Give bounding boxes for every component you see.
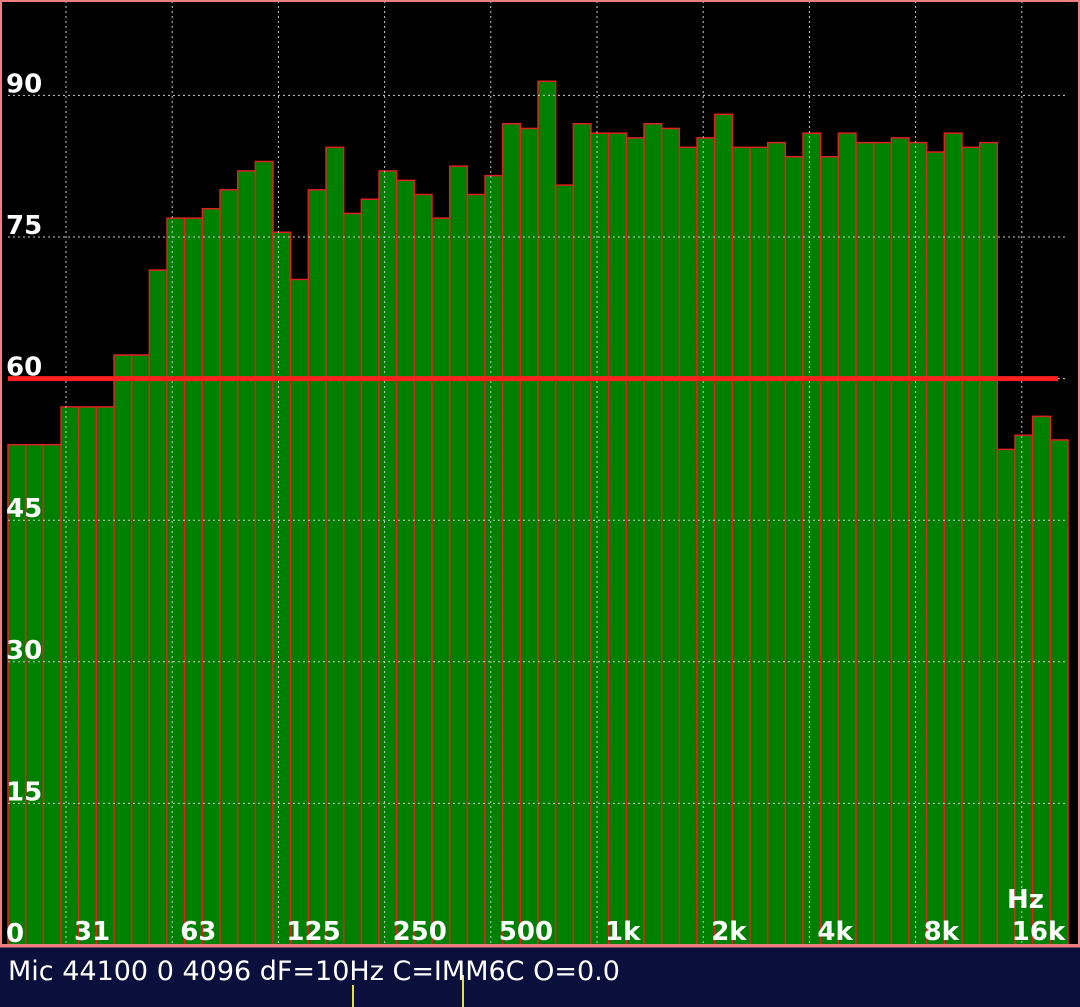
bar	[837, 132, 857, 946]
bar	[113, 354, 133, 946]
bar	[1049, 439, 1069, 946]
bar	[166, 217, 186, 946]
bar	[484, 174, 504, 946]
bar	[219, 189, 239, 946]
x-tick-label: 16k	[1012, 917, 1066, 947]
x-unit-label: Hz	[1007, 885, 1044, 915]
bar	[607, 132, 628, 946]
bar	[537, 80, 557, 946]
bar	[272, 231, 292, 946]
bar	[890, 137, 910, 946]
bar	[766, 141, 787, 946]
bar	[678, 146, 698, 946]
status-bar	[0, 946, 1080, 1007]
bar	[590, 132, 610, 946]
bar	[625, 137, 645, 946]
x-tick-label: 250	[393, 917, 447, 947]
bar	[572, 122, 592, 946]
y-tick-label: 75	[6, 211, 42, 241]
bar	[978, 141, 999, 946]
bar	[696, 137, 716, 946]
x-tick-label: 8k	[924, 917, 960, 947]
bar	[784, 156, 804, 946]
bar	[961, 146, 981, 946]
bar	[466, 193, 486, 946]
bar	[731, 146, 751, 946]
bar	[254, 160, 274, 946]
x-tick-label: 31	[74, 917, 110, 947]
bar	[749, 146, 769, 946]
y-tick-label: 30	[6, 636, 42, 666]
bar	[378, 170, 398, 946]
bar	[130, 354, 151, 946]
bar	[660, 127, 681, 946]
bar	[307, 189, 327, 946]
bar	[519, 127, 539, 946]
bar	[395, 179, 416, 946]
bar	[95, 406, 115, 946]
bar	[554, 184, 575, 946]
x-tick-label: 125	[286, 917, 340, 947]
bar	[360, 198, 380, 946]
y-tick-label: 45	[6, 494, 42, 524]
bar	[925, 151, 946, 946]
bar	[77, 406, 98, 946]
bar	[908, 141, 928, 946]
bar	[996, 448, 1016, 946]
bar	[819, 156, 840, 946]
bar	[501, 122, 522, 946]
bar	[183, 217, 204, 946]
x-tick-label: 500	[499, 917, 553, 947]
bar	[802, 132, 822, 946]
bar	[342, 212, 363, 946]
bar	[448, 165, 469, 946]
bar	[1014, 434, 1034, 946]
bar	[643, 122, 663, 946]
y-tick-label: 15	[6, 777, 42, 807]
y-tick-label: 0	[6, 919, 24, 949]
bar	[713, 113, 734, 946]
bar	[431, 217, 451, 946]
x-tick-label: 63	[180, 917, 216, 947]
x-tick-label: 1k	[605, 917, 641, 947]
bar	[1031, 415, 1052, 946]
bar	[60, 406, 80, 946]
bar	[325, 146, 345, 946]
x-tick-label: 4k	[817, 917, 853, 947]
bar	[943, 132, 963, 946]
status-text: Mic 44100 0 4096 dF=10Hz C=IMM6C O=0.0	[8, 956, 620, 987]
bar	[201, 207, 221, 946]
bar	[148, 269, 168, 946]
bar	[413, 193, 433, 946]
bar	[872, 141, 893, 946]
x-tick-label: 2k	[711, 917, 747, 947]
y-tick-label: 90	[6, 69, 42, 99]
bar	[855, 141, 875, 946]
bar	[236, 170, 257, 946]
